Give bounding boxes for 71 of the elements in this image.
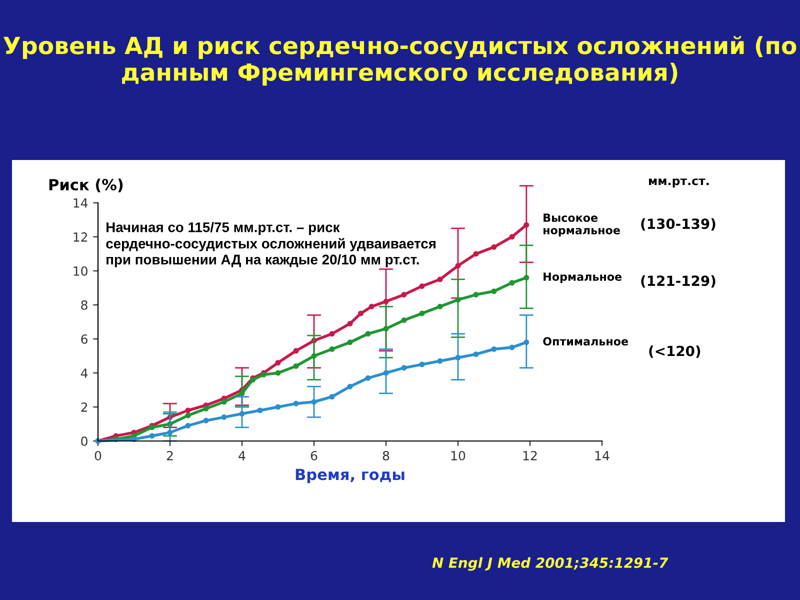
point	[473, 351, 479, 358]
point	[221, 399, 227, 405]
point	[509, 344, 515, 350]
text: (130-139)	[641, 218, 716, 231]
point	[275, 404, 281, 410]
point	[203, 418, 209, 424]
x-tick-label: 6	[310, 450, 318, 460]
y-tick-label: 8	[81, 300, 88, 310]
point	[203, 406, 209, 412]
point	[358, 310, 364, 316]
y-tick-label: 0	[81, 436, 88, 446]
point	[347, 384, 353, 390]
y-tick-label: 4	[80, 368, 88, 378]
series-label: Оптимальное	[543, 337, 628, 346]
point	[368, 304, 374, 310]
y-tick-label: 10	[74, 266, 88, 276]
point	[221, 414, 227, 420]
point	[491, 244, 497, 250]
point	[257, 408, 263, 414]
y-tick-label: 6	[81, 334, 88, 344]
point	[149, 433, 155, 439]
point	[509, 280, 515, 286]
point	[437, 358, 443, 364]
point	[329, 331, 335, 337]
point	[401, 317, 407, 323]
point	[419, 310, 425, 316]
text: мм.рт.ст.	[648, 178, 709, 188]
x-axis-title: Время, годы	[296, 468, 404, 484]
point	[473, 292, 479, 298]
y-tick-label: 14	[74, 198, 88, 208]
text: (121-129)	[641, 275, 716, 288]
y-tick-label: 2	[81, 402, 88, 412]
x-tick-label: 14	[595, 451, 610, 460]
point	[185, 422, 191, 428]
point	[293, 400, 299, 406]
series-label: Нормальное	[544, 272, 622, 284]
point	[491, 288, 497, 294]
x-tick-label: 0	[94, 450, 102, 460]
point	[329, 346, 335, 352]
point	[491, 346, 497, 352]
point	[275, 360, 281, 366]
y-tick-label: 12	[74, 232, 88, 242]
point	[437, 304, 443, 310]
point	[419, 283, 425, 289]
point	[401, 365, 407, 371]
point	[365, 375, 371, 381]
point	[185, 408, 191, 414]
point	[185, 412, 191, 418]
annotation: Начиная со 115/75 мм.рт.ст. – риск сердечно-сосудистых осложнений удваивается при повышении АД на каждые 20/10 мм рт.ст.	[106, 222, 436, 268]
x-tick-label: 8	[382, 450, 390, 460]
chart-title: Уровень АД и риск сердечно-сосудистых осложнений (по данным Фремингемского исследования)	[3, 36, 796, 86]
point	[293, 348, 299, 354]
x-tick-label: 2	[166, 450, 173, 460]
point	[509, 234, 515, 240]
text: (<120)	[649, 345, 700, 358]
y-axis-title: Риск (%)	[49, 178, 123, 192]
point	[473, 251, 479, 257]
point	[329, 394, 335, 400]
point	[347, 340, 353, 346]
point	[419, 362, 425, 368]
point	[293, 363, 299, 369]
x-tick-label: 4	[238, 451, 246, 460]
series-label: Высокое нормальное	[544, 214, 620, 237]
point	[437, 276, 443, 282]
x-tick-label: 12	[523, 450, 537, 460]
text: N Engl J Med 2001;345:1291-7	[432, 557, 668, 571]
point	[365, 331, 371, 337]
x-tick-label: 10	[451, 450, 466, 460]
point	[401, 292, 407, 298]
point	[275, 370, 281, 376]
point	[347, 320, 353, 326]
